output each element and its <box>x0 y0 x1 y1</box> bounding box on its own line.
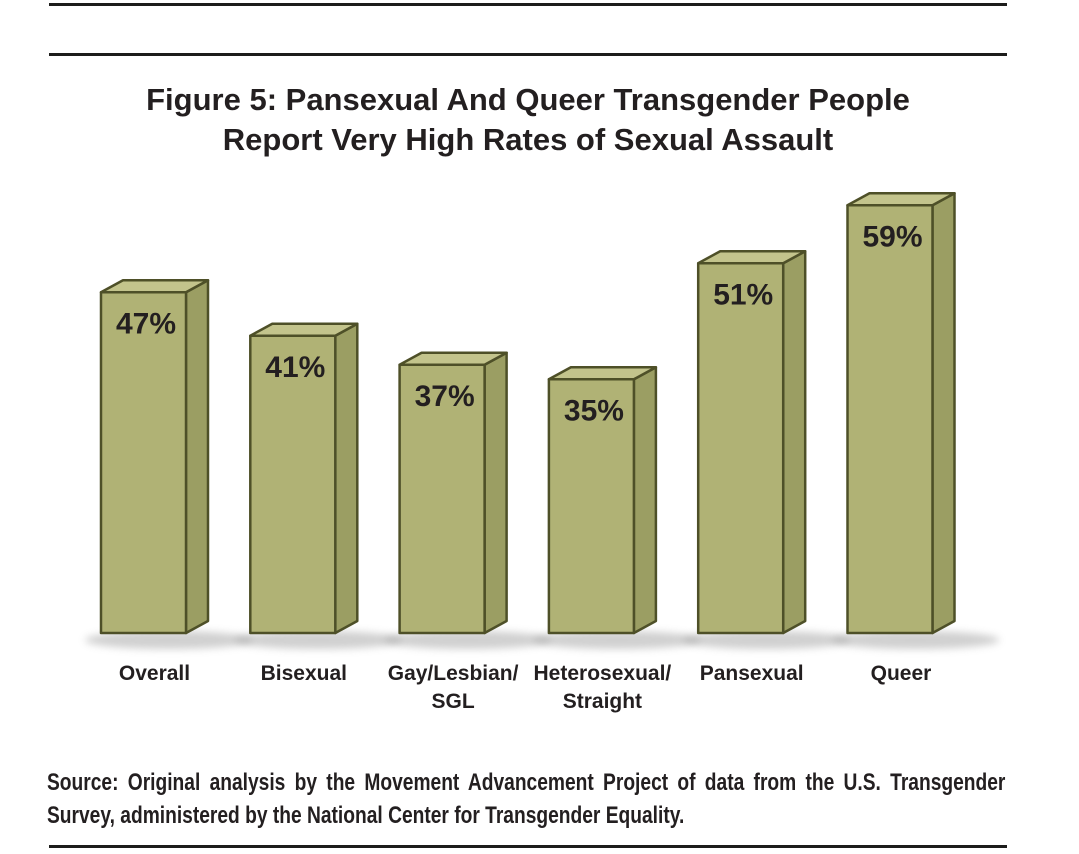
bar: 35% <box>532 366 701 649</box>
figure-title: Figure 5: Pansexual And Queer Transgende… <box>146 82 910 157</box>
bar: 37% <box>383 351 552 649</box>
bar-side-face <box>931 192 956 635</box>
bar-shadow <box>831 631 1000 649</box>
bar-front-face <box>398 363 486 635</box>
bar-side-face <box>632 366 658 635</box>
bar-value-label: 41% <box>265 351 325 384</box>
bar-category-label: Bisexual <box>260 662 347 685</box>
bar-shadow <box>234 631 403 649</box>
bar-side-face <box>483 351 508 635</box>
bar-side-face <box>334 322 359 635</box>
bar-front-face <box>249 334 337 635</box>
bar-front-face <box>696 262 785 635</box>
bar-category-label: Heterosexual/ Straight <box>533 662 672 713</box>
top-rule <box>49 3 1007 6</box>
bar-shadow <box>532 631 701 649</box>
bar: 51% <box>682 250 851 649</box>
bar-shadow <box>383 631 552 649</box>
bar: 59% <box>831 192 1000 649</box>
bar-front-face <box>846 204 934 635</box>
bar-value-label: 47% <box>116 307 176 340</box>
source-note: Source: Original analysis by the Movemen… <box>47 766 1005 832</box>
bar-category-label: Overall <box>118 662 191 685</box>
bar-side-face <box>184 279 210 635</box>
bar-category-label: Gay/Lesbian/ SGL <box>387 662 519 713</box>
bar-category-label: Pansexual <box>699 662 804 685</box>
bar-value-label: 35% <box>564 394 624 427</box>
bar-value-label: 59% <box>863 220 923 253</box>
bar-side-face <box>781 250 807 635</box>
bar-front-face <box>99 291 188 635</box>
bar-value-label: 51% <box>713 278 773 311</box>
bar: 41% <box>234 322 403 649</box>
header-rule <box>49 53 1007 56</box>
bar-value-label: 37% <box>415 380 475 413</box>
bottom-rule <box>49 845 1007 848</box>
source-note-line2: Survey, administered by the National Cen… <box>47 802 685 829</box>
bar-shadow <box>682 631 851 649</box>
bar-shadow <box>85 631 253 649</box>
bar-category-label: Queer <box>870 662 932 685</box>
bar-front-face <box>547 378 636 635</box>
source-note-line1: Source: Original analysis by the Movemen… <box>47 769 1006 796</box>
bar: 47% <box>85 279 253 649</box>
